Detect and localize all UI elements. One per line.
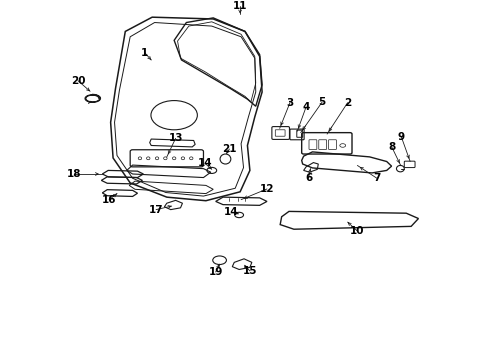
Text: 16: 16	[102, 195, 117, 204]
Text: 20: 20	[71, 76, 85, 86]
Text: 7: 7	[373, 173, 381, 183]
Text: 13: 13	[169, 133, 183, 143]
Text: 4: 4	[302, 102, 310, 112]
Text: 17: 17	[149, 204, 163, 215]
Text: 12: 12	[260, 184, 274, 194]
Text: 21: 21	[222, 144, 237, 154]
Text: 9: 9	[398, 132, 405, 142]
Text: 6: 6	[305, 173, 312, 183]
Text: 2: 2	[344, 98, 351, 108]
Text: 19: 19	[209, 267, 223, 277]
Text: 15: 15	[243, 266, 257, 276]
Text: 14: 14	[197, 158, 212, 168]
Text: 5: 5	[318, 97, 326, 107]
Text: 18: 18	[67, 169, 81, 179]
Text: 1: 1	[141, 48, 148, 58]
Text: 11: 11	[233, 1, 247, 12]
Text: 14: 14	[224, 207, 239, 217]
Text: 3: 3	[286, 98, 294, 108]
Text: 8: 8	[388, 141, 395, 152]
Text: 10: 10	[350, 226, 365, 236]
